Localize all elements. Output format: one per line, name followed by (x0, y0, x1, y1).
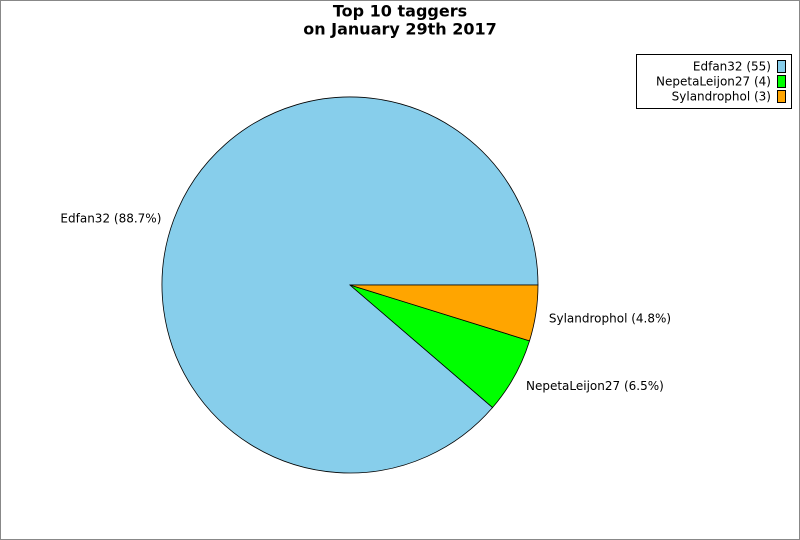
legend-swatch (777, 60, 786, 73)
legend-label: NepetaLeijon27 (4) (656, 75, 771, 89)
chart-subtitle: on January 29th 2017 (303, 20, 497, 39)
legend-swatch (777, 75, 786, 88)
legend-label: Edfan32 (55) (693, 60, 771, 74)
legend-label: Sylandrophol (3) (672, 90, 771, 104)
slice-label: Sylandrophol (4.8%) (549, 312, 671, 326)
legend-swatch (777, 90, 786, 103)
chart-title: Top 10 taggers (333, 2, 467, 21)
slice-label: NepetaLeijon27 (6.5%) (526, 379, 664, 393)
pie-slice (349, 284, 539, 342)
legend-box (636, 54, 792, 109)
slice-label: Edfan32 (88.7%) (60, 212, 161, 226)
